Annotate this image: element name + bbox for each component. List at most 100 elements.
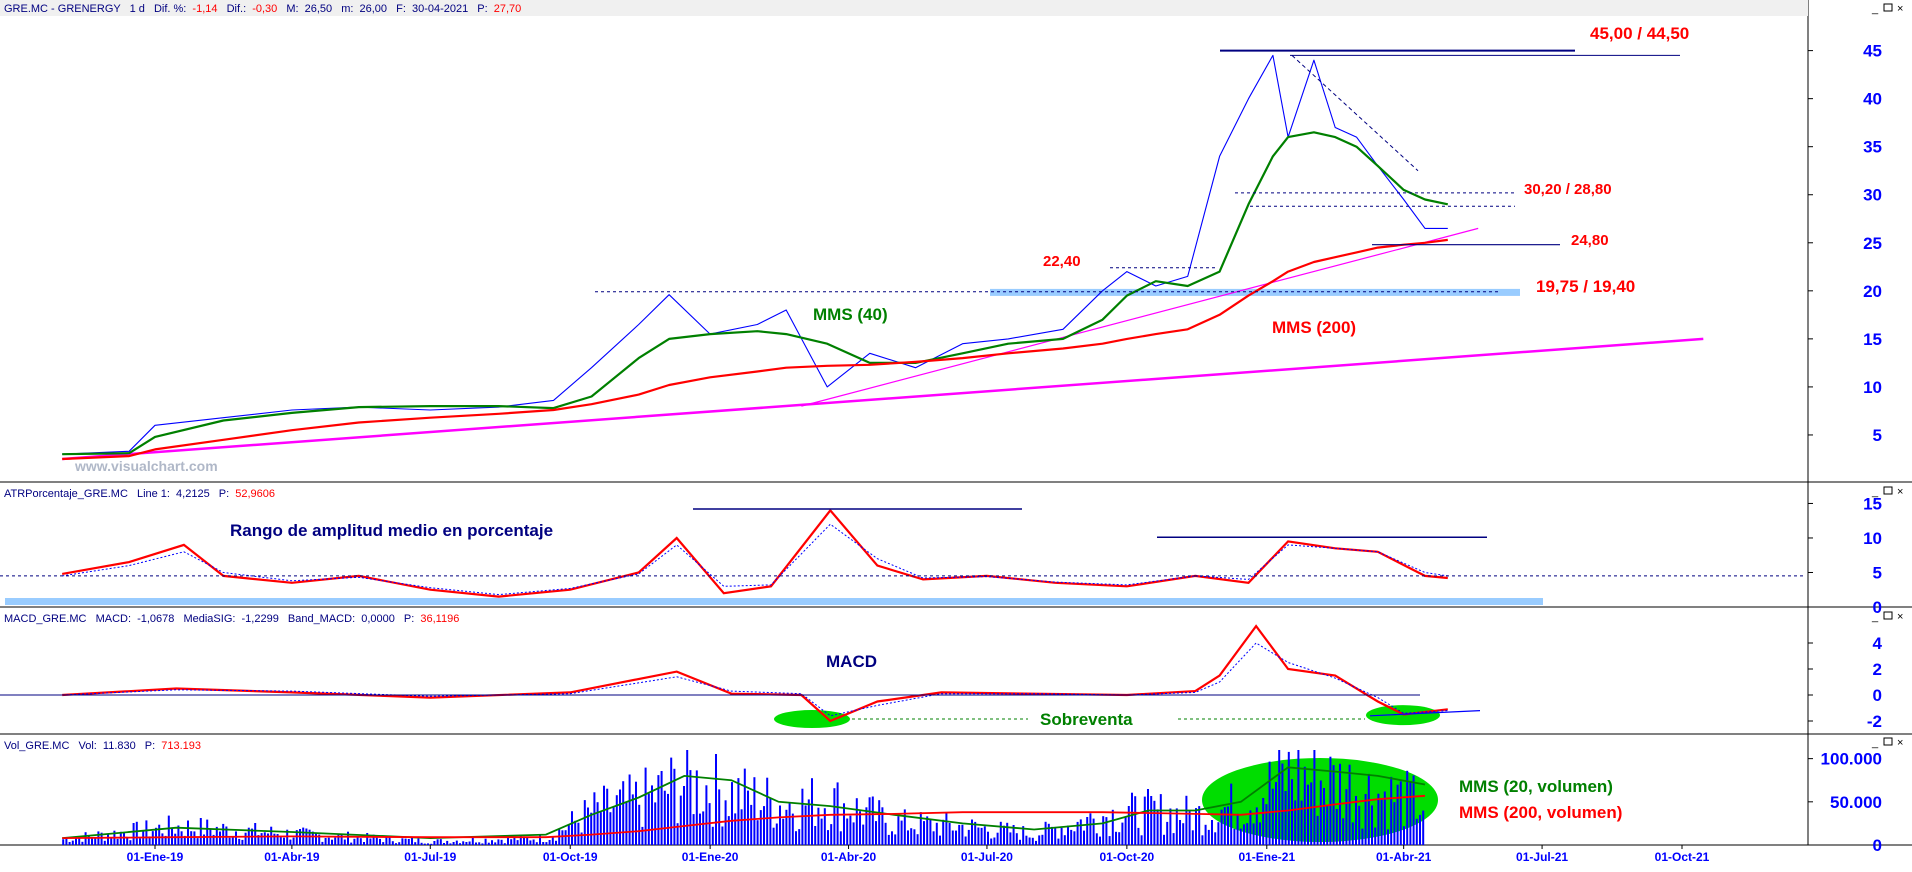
volume-bar bbox=[1143, 796, 1146, 845]
volume-bar bbox=[1390, 776, 1393, 845]
volume-bar bbox=[1108, 836, 1111, 845]
price-header-date-label: F: bbox=[396, 3, 406, 15]
maximize-icon[interactable] bbox=[1883, 3, 1893, 12]
close-icon[interactable]: × bbox=[1897, 737, 1903, 749]
volume-bar bbox=[788, 803, 791, 845]
annotation-mms40: MMS (40) bbox=[813, 305, 888, 324]
maximize-icon[interactable] bbox=[1883, 486, 1893, 495]
volume-bar bbox=[446, 840, 449, 845]
close-icon[interactable]: × bbox=[1897, 3, 1903, 15]
price-header-date-value: 30-04-2021 bbox=[412, 3, 468, 15]
volume-bar bbox=[180, 831, 183, 845]
volume-bar bbox=[1121, 822, 1124, 845]
minimize-icon[interactable]: _ bbox=[1871, 3, 1879, 15]
volume-bar bbox=[503, 843, 506, 845]
oversold-zone-2020 bbox=[774, 710, 850, 729]
volume-bar bbox=[571, 811, 573, 845]
volume-header-vol-value: 11.830 bbox=[103, 740, 136, 752]
macd-header-sig-label: MediaSIG: bbox=[183, 613, 235, 625]
volume-bar bbox=[750, 804, 753, 845]
volume-bar bbox=[929, 819, 932, 845]
macd-panel-controls[interactable]: _ × bbox=[1871, 611, 1903, 623]
volume-bar bbox=[727, 816, 730, 845]
price-panel-controls[interactable]: _ × bbox=[1871, 3, 1903, 15]
trendline bbox=[801, 227, 1479, 407]
volume-bar bbox=[913, 829, 916, 845]
volume-bar bbox=[539, 834, 541, 845]
volume-bar bbox=[1236, 813, 1239, 845]
volume-bar bbox=[340, 833, 343, 845]
volume-bar bbox=[1201, 835, 1204, 845]
annotation-macd: MACD bbox=[826, 652, 877, 671]
volume-bar bbox=[1310, 782, 1313, 845]
volume-bar bbox=[667, 793, 669, 845]
volume-bar bbox=[1217, 822, 1220, 845]
annotation-atr: Rango de amplitud medio en porcentaje bbox=[230, 521, 553, 540]
atr-header-p-label: P: bbox=[219, 488, 229, 500]
volume-bar bbox=[551, 837, 554, 845]
x-tick-label: 01-Ene-19 bbox=[127, 850, 184, 864]
volume-bar bbox=[545, 842, 548, 845]
volume-bar bbox=[1057, 838, 1060, 845]
volume-bar bbox=[1415, 818, 1418, 845]
macd-trend-line bbox=[1369, 710, 1481, 717]
volume-bar bbox=[718, 789, 721, 845]
atr-band bbox=[5, 598, 1543, 605]
volume-bar bbox=[199, 818, 202, 845]
maximize-icon[interactable] bbox=[1883, 611, 1893, 620]
close-icon[interactable]: × bbox=[1897, 611, 1903, 623]
volume-bar bbox=[135, 821, 138, 845]
volume-bar bbox=[670, 757, 673, 845]
volume-bar bbox=[996, 832, 999, 845]
volume-bar bbox=[974, 821, 977, 845]
volume-bar bbox=[839, 831, 842, 845]
price-header-period: 1 d bbox=[130, 3, 145, 15]
volume-bar bbox=[292, 837, 295, 845]
volume-bar bbox=[1131, 792, 1133, 845]
volume-bar bbox=[699, 813, 701, 845]
volume-bar bbox=[583, 800, 586, 845]
price-header: GRE.MC - GRENERGY 1 d Dif. %: -1,14 Dif.… bbox=[4, 3, 521, 15]
volume-bar bbox=[1262, 798, 1265, 845]
price-header-bar bbox=[0, 0, 1808, 16]
y-tick-label: 5 bbox=[1873, 563, 1882, 582]
price-header-difpct-value: -1,14 bbox=[192, 3, 217, 15]
volume-bar bbox=[1207, 829, 1210, 845]
annotation-marks bbox=[0, 49, 1805, 720]
volume-panel-controls[interactable]: _ × bbox=[1871, 737, 1903, 749]
volume-bar bbox=[977, 827, 980, 845]
price-header-symbol: GRE.MC - GRENERGY bbox=[4, 3, 121, 15]
volume-bar bbox=[62, 839, 65, 845]
volume-bar bbox=[1255, 807, 1258, 845]
volume-bar bbox=[635, 781, 637, 845]
volume-bar bbox=[1249, 810, 1252, 845]
price-series-mms200 bbox=[62, 238, 1448, 461]
volume-bar bbox=[660, 771, 663, 845]
minimize-icon[interactable]: _ bbox=[1871, 611, 1879, 623]
volume-bar bbox=[1092, 818, 1095, 845]
volume-bar bbox=[603, 785, 605, 845]
volume-bar bbox=[942, 819, 945, 845]
y-tick-label: 10 bbox=[1863, 529, 1882, 548]
minimize-icon[interactable]: _ bbox=[1871, 486, 1879, 498]
volume-bar bbox=[641, 826, 644, 845]
macd-header-title: MACD_GRE.MC bbox=[4, 613, 87, 625]
close-icon[interactable]: × bbox=[1897, 486, 1903, 498]
volume-bar bbox=[1393, 802, 1396, 845]
atr-header-title: ATRPorcentaje_GRE.MC bbox=[4, 488, 128, 500]
volume-bar bbox=[420, 842, 423, 845]
volume-bar bbox=[452, 842, 455, 845]
volume-bar bbox=[814, 826, 817, 845]
atr-panel-controls[interactable]: _ × bbox=[1871, 486, 1903, 498]
maximize-icon[interactable] bbox=[1883, 737, 1893, 746]
volume-header-p-label: P: bbox=[145, 740, 155, 752]
volume-header-title: Vol_GRE.MC bbox=[4, 740, 69, 752]
volume-bar bbox=[388, 835, 391, 845]
y-tick-label: 0 bbox=[1873, 598, 1882, 617]
volume-bar bbox=[577, 822, 580, 845]
volume-bar bbox=[65, 838, 68, 845]
volume-bar bbox=[1326, 806, 1329, 845]
volume-bar bbox=[148, 836, 151, 845]
minimize-icon[interactable]: _ bbox=[1871, 737, 1879, 749]
